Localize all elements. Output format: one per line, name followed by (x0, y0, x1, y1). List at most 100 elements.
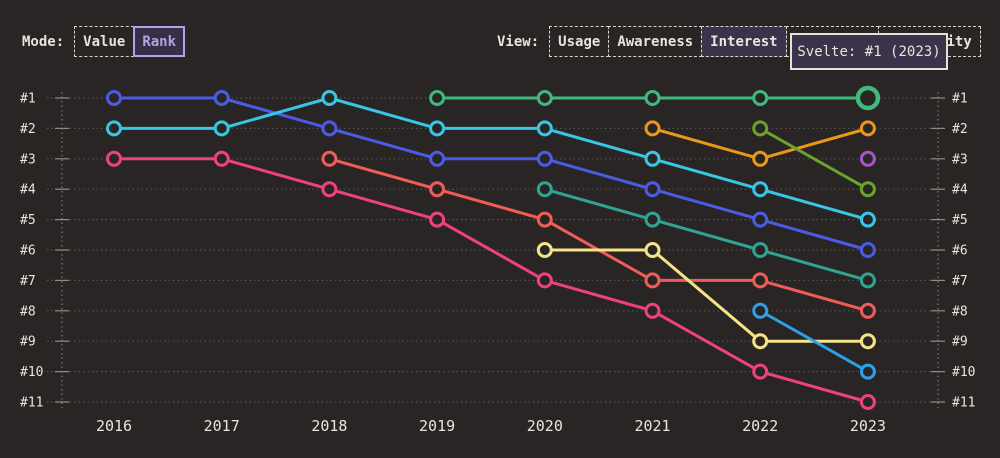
data-point-blue-2020[interactable] (536, 150, 553, 167)
data-point-blue-2023[interactable] (859, 242, 876, 258)
series-line-salmon (327, 157, 870, 313)
year-label-2023: 2023 (850, 417, 886, 435)
data-point-teal-2022[interactable] (752, 242, 769, 258)
rank-label-right: #1 (952, 92, 968, 107)
mode-option-rank[interactable]: Rank (133, 26, 186, 57)
data-point-yellow-2022[interactable] (752, 333, 769, 350)
data-point-salmon-2018[interactable] (321, 150, 338, 167)
tooltip-text: Svelte: #1 (2023) (797, 43, 941, 60)
rank-label-right: #11 (952, 396, 975, 411)
view-button-group: UsageAwarenessInterestRetentionPositivit… (549, 26, 981, 57)
year-label-2022: 2022 (742, 417, 778, 435)
data-point-teal-2020[interactable] (536, 181, 553, 198)
data-point-pink-2022[interactable] (752, 363, 769, 380)
data-point-pink-2021[interactable] (644, 302, 661, 319)
data-point-cyan-2022[interactable] (752, 181, 769, 198)
data-point-cyan-2019[interactable] (429, 120, 446, 137)
rank-label-left: #7 (20, 274, 36, 289)
rank-label-left: #6 (20, 244, 36, 259)
mode-option-value[interactable]: Value (74, 26, 135, 57)
data-point-pink-2019[interactable] (429, 211, 446, 228)
data-point-blue-2017[interactable] (213, 90, 230, 106)
year-label-2017: 2017 (204, 417, 240, 435)
chart-tooltip: Svelte: #1 (2023) (790, 33, 948, 70)
data-point-cyan-2018[interactable] (321, 90, 338, 106)
series-line-sky (758, 309, 870, 374)
view-label: View: (497, 33, 540, 50)
year-label-2018: 2018 (311, 417, 347, 435)
data-point-amber-2022[interactable] (752, 150, 769, 167)
rank-label-left: #8 (20, 304, 36, 319)
data-point-sky-2023[interactable] (859, 363, 876, 380)
data-point-cyan-2023[interactable] (859, 211, 876, 228)
data-point-Svelte-2022[interactable] (752, 90, 769, 106)
rank-label-right: #9 (952, 335, 968, 350)
data-point-olive-2022[interactable] (752, 120, 769, 137)
year-label-2020: 2020 (527, 417, 563, 435)
data-point-yellow-2020[interactable] (536, 242, 553, 258)
year-label-2019: 2019 (419, 417, 455, 435)
rank-label-left: #5 (20, 213, 36, 228)
data-point-Svelte-2023-highlighted[interactable] (855, 85, 881, 111)
data-point-cyan-2016[interactable] (106, 120, 122, 137)
data-point-amber-2023[interactable] (859, 120, 876, 137)
data-point-salmon-2019[interactable] (429, 181, 446, 198)
data-point-salmon-2023[interactable] (859, 302, 876, 319)
rank-label-right: #2 (952, 122, 968, 137)
data-point-pink-2016[interactable] (106, 150, 122, 167)
rank-label-right: #3 (952, 152, 968, 167)
mode-control: Mode: Value Rank (22, 26, 186, 57)
rank-label-left: #2 (20, 122, 36, 137)
data-point-pink-2018[interactable] (321, 181, 338, 198)
data-point-yellow-2023[interactable] (859, 333, 876, 350)
rank-label-right: #4 (952, 183, 968, 198)
series-line-teal (543, 187, 870, 282)
rank-label-left: #10 (20, 365, 43, 380)
data-point-salmon-2022[interactable] (752, 272, 769, 289)
data-point-cyan-2017[interactable] (213, 120, 230, 137)
data-point-blue-2016[interactable] (106, 90, 122, 106)
rank-label-right: #8 (952, 304, 968, 319)
series-line-pink (112, 157, 870, 404)
data-point-cyan-2021[interactable] (644, 150, 661, 167)
data-point-pink-2017[interactable] (213, 150, 230, 167)
data-point-teal-2021[interactable] (644, 211, 661, 228)
mode-label: Mode: (22, 33, 65, 50)
data-point-blue-2021[interactable] (644, 181, 661, 198)
data-point-sky-2022[interactable] (752, 302, 769, 319)
year-label-2021: 2021 (634, 417, 670, 435)
view-control: View: UsageAwarenessInterestRetentionPos… (497, 26, 981, 57)
data-point-salmon-2021[interactable] (644, 272, 661, 289)
rank-label-right: #6 (952, 244, 968, 259)
rank-label-left: #4 (20, 183, 36, 198)
rank-label-left: #9 (20, 335, 36, 350)
data-point-yellow-2021[interactable] (644, 242, 661, 258)
data-point-Svelte-2020[interactable] (536, 90, 553, 106)
view-option-interest[interactable]: Interest (701, 26, 787, 57)
rank-label-left: #1 (20, 92, 36, 107)
data-point-olive-2023[interactable] (859, 181, 876, 198)
data-point-blue-2022[interactable] (752, 211, 769, 228)
data-point-blue-2018[interactable] (321, 120, 338, 137)
rank-label-left: #3 (20, 152, 36, 167)
rank-label-right: #10 (952, 365, 975, 380)
data-point-Svelte-2021[interactable] (644, 90, 661, 106)
data-point-Svelte-2019[interactable] (429, 90, 446, 106)
data-point-cyan-2020[interactable] (536, 120, 553, 137)
view-option-usage[interactable]: Usage (549, 26, 610, 57)
data-point-blue-2019[interactable] (429, 150, 446, 167)
data-point-amber-2021[interactable] (644, 120, 661, 137)
series-line-cyan (112, 96, 870, 222)
mode-button-group: Value Rank (74, 26, 186, 57)
rank-label-right: #7 (952, 274, 968, 289)
data-point-pink-2020[interactable] (536, 272, 553, 289)
data-point-purple-2023[interactable] (859, 150, 876, 167)
data-point-pink-2023[interactable] (859, 394, 876, 410)
year-label-2016: 2016 (96, 417, 132, 435)
data-point-teal-2023[interactable] (859, 272, 876, 289)
data-point-salmon-2020[interactable] (536, 211, 553, 228)
rank-label-right: #5 (952, 213, 968, 228)
view-option-awareness[interactable]: Awareness (608, 26, 703, 57)
